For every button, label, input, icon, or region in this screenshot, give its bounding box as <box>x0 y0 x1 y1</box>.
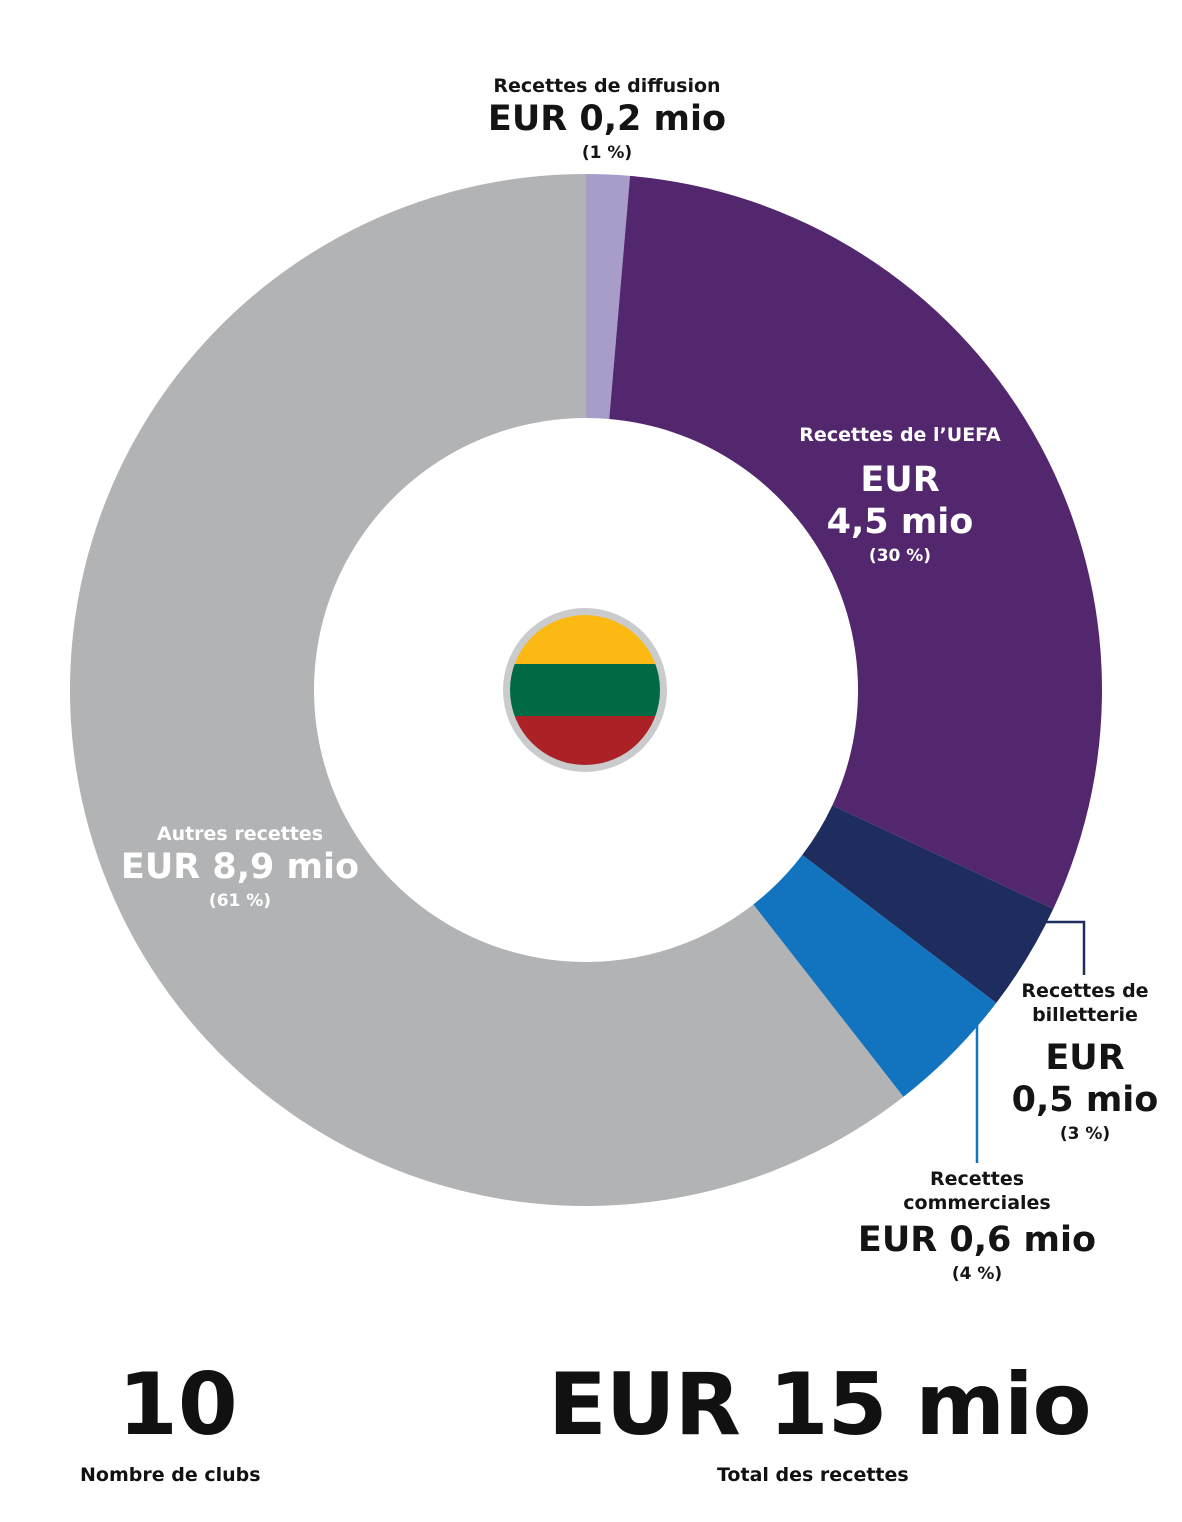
clubs-caption: Nombre de clubs <box>80 1464 261 1486</box>
donut-slice-0 <box>586 174 631 419</box>
donut-slices <box>69 174 1103 1207</box>
label-uefa-value-line1: EUR <box>860 460 940 500</box>
label-commerciales-value: EUR 0,6 mio <box>857 1220 1097 1260</box>
label-billetterie-name-line2: billetterie <box>1032 1004 1138 1026</box>
total-caption: Total des recettes <box>717 1464 909 1486</box>
label-diffusion: Recettes de diffusion EUR 0,2 mio (1 %) <box>457 74 757 164</box>
label-diffusion-value: EUR 0,2 mio <box>487 99 727 139</box>
label-diffusion-percent: (1 %) <box>581 143 633 163</box>
label-commerciales-percent: (4 %) <box>951 1264 1003 1284</box>
label-autres-value: EUR 8,9 mio <box>120 847 360 887</box>
leader-line-billetterie <box>1043 920 1086 975</box>
lithuania-flag-icon <box>503 608 667 772</box>
label-commerciales-name-line2: commerciales <box>903 1192 1051 1214</box>
label-uefa-name: Recettes de l’UEFA <box>799 424 1001 446</box>
donut-slice-2 <box>802 805 1054 1004</box>
label-autres: Autres recettes EUR 8,9 mio (61 %) <box>90 822 390 912</box>
total-revenue: EUR 15 mio <box>548 1355 1092 1455</box>
label-billetterie-value-line2: 0,5 mio <box>1011 1080 1159 1120</box>
label-uefa: Recettes de l’UEFA EUR 4,5 mio (30 %) <box>750 423 1050 567</box>
label-autres-percent: (61 %) <box>208 891 272 911</box>
donut-slice-4 <box>69 174 904 1207</box>
label-commerciales: Recettes commerciales EUR 0,6 mio (4 %) <box>827 1167 1127 1285</box>
label-billetterie: Recettes de billetterie EUR 0,5 mio (3 %… <box>985 979 1182 1145</box>
label-diffusion-name: Recettes de diffusion <box>493 75 721 97</box>
donut-slice-1 <box>609 175 1103 909</box>
clubs-count: 10 <box>118 1355 238 1455</box>
label-billetterie-value-line1: EUR <box>1045 1038 1125 1078</box>
label-billetterie-percent: (3 %) <box>1059 1124 1111 1144</box>
label-billetterie-name-line1: Recettes de <box>1021 980 1149 1002</box>
label-uefa-percent: (30 %) <box>868 546 932 566</box>
label-autres-name: Autres recettes <box>156 823 324 845</box>
label-uefa-value-line2: 4,5 mio <box>826 502 974 542</box>
donut-slice-3 <box>753 855 997 1097</box>
label-commerciales-name-line1: Recettes <box>929 1168 1025 1190</box>
